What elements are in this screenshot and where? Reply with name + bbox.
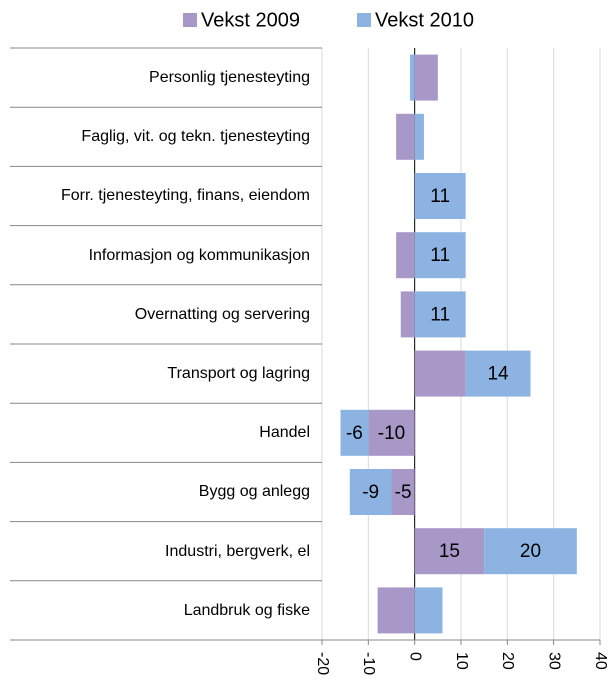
- y-tick-label: Bygg og anlegg: [55, 462, 310, 521]
- bar: [414, 528, 485, 575]
- bar: [414, 173, 466, 219]
- y-tick-text: Personlig tjenesteyting: [149, 69, 310, 87]
- bar: [391, 469, 415, 515]
- x-tick-label: 10: [453, 652, 470, 670]
- bar: [396, 113, 415, 160]
- bar: [368, 409, 415, 456]
- legend-label: Vekst 2009: [201, 9, 300, 31]
- bar: [340, 409, 369, 456]
- data-label: 11: [430, 186, 450, 207]
- x-tick-label: 40: [592, 652, 609, 670]
- x-tick-label: -10: [360, 652, 377, 675]
- y-tick-label: Personlig tjenesteyting: [55, 48, 310, 107]
- data-label: -6: [346, 423, 363, 444]
- y-tick-text: Informasjon og kommunikasjon: [88, 246, 310, 264]
- x-tick-label: 20: [499, 652, 516, 670]
- x-tick-label: 30: [545, 652, 562, 670]
- y-tick-label: Landbruk og fiske: [55, 581, 310, 640]
- legend-swatch: [357, 13, 371, 27]
- bar: [396, 232, 415, 279]
- y-tick-label: Forr. tjenesteyting, finans, eiendom: [55, 166, 310, 225]
- y-tick-text: Forr. tjenesteyting, finans, eiendom: [60, 187, 310, 205]
- bar: [465, 350, 531, 397]
- data-label: 14: [487, 364, 509, 385]
- x-tick-label: 0: [406, 652, 423, 661]
- y-tick-label: Overnatting og servering: [55, 285, 310, 344]
- bar: [414, 232, 466, 279]
- data-label: -9: [362, 482, 379, 503]
- data-label: 20: [520, 541, 541, 562]
- y-tick-text: Transport og lagring: [167, 365, 310, 383]
- bar: [410, 54, 415, 101]
- y-tick-text: Handel: [259, 424, 310, 442]
- bar: [484, 528, 577, 575]
- legend-swatch: [183, 13, 197, 27]
- bar: [349, 469, 392, 515]
- y-tick-text: Bygg og anlegg: [198, 483, 310, 501]
- data-label: -5: [395, 482, 412, 503]
- data-label: 15: [439, 541, 460, 562]
- data-label: 11: [430, 245, 450, 266]
- data-label: 11: [430, 304, 450, 325]
- bar: [400, 291, 415, 338]
- legend-label: Vekst 2010: [375, 9, 474, 31]
- y-tick-text: Landbruk og fiske: [183, 601, 310, 619]
- bar: [414, 350, 466, 397]
- y-tick-text: Industri, bergverk, el: [165, 542, 310, 560]
- bar: [414, 587, 443, 634]
- y-tick-label: Informasjon og kommunikasjon: [55, 226, 310, 285]
- y-tick-label: Faglig, vit. og tekn. tjenesteyting: [55, 107, 310, 166]
- y-tick-text: Faglig, vit. og tekn. tjenesteyting: [81, 128, 310, 146]
- y-tick-label: Industri, bergverk, el: [55, 522, 310, 581]
- bar: [414, 54, 438, 101]
- y-tick-label: Transport og lagring: [55, 344, 310, 403]
- y-tick-label: Handel: [55, 403, 310, 462]
- x-tick-label: -20: [314, 652, 331, 675]
- y-tick-text: Overnatting og servering: [134, 305, 310, 323]
- bar: [414, 291, 466, 338]
- bar: [377, 587, 415, 634]
- data-label: -10: [378, 423, 405, 444]
- bar: [414, 113, 424, 160]
